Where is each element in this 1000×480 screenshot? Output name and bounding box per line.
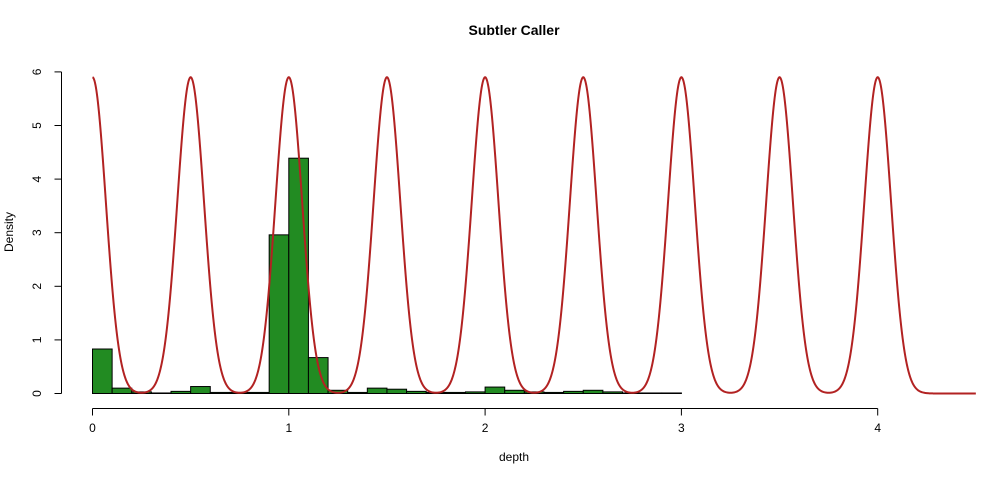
histogram-bar <box>92 348 113 394</box>
histogram-bar <box>661 392 682 394</box>
histogram-bars <box>92 157 682 395</box>
y-tick-label: 6 <box>30 68 44 75</box>
y-tick-label: 4 <box>30 175 44 182</box>
y-tick-label: 0 <box>30 390 44 397</box>
y-axis-label: Density <box>2 212 16 252</box>
histogram-bar <box>209 391 231 395</box>
histogram-bar <box>484 386 506 394</box>
chart-title: Subtler Caller <box>468 22 560 38</box>
histogram-bar <box>504 389 525 394</box>
y-axis: 0 1 2 3 4 5 6 <box>30 68 62 397</box>
histogram-bar <box>111 387 133 395</box>
histogram-bar <box>150 392 172 394</box>
x-tick-label: 0 <box>89 421 96 435</box>
x-tick-label: 4 <box>874 421 881 435</box>
histogram-bar <box>347 391 368 395</box>
histogram-bar <box>190 386 211 395</box>
histogram-bar <box>249 391 270 395</box>
histogram-bar <box>543 391 565 395</box>
histogram-bar <box>641 392 663 394</box>
histogram-bar <box>307 357 329 395</box>
y-tick-label: 1 <box>30 336 44 343</box>
histogram-bar <box>288 157 309 394</box>
histogram-bar <box>464 391 486 394</box>
x-tick-label: 3 <box>678 421 685 435</box>
y-tick-label: 5 <box>30 122 44 129</box>
x-tick-label: 1 <box>285 421 292 435</box>
histogram-bar <box>445 391 466 395</box>
histogram-bar <box>406 390 427 394</box>
x-axis: 0 1 2 3 4 <box>89 408 881 435</box>
histogram-bar <box>170 390 192 394</box>
histogram-bar <box>386 388 408 395</box>
y-tick-label: 2 <box>30 283 44 290</box>
y-tick-label: 3 <box>30 229 44 236</box>
histogram-bar <box>563 390 584 394</box>
density-line <box>92 76 976 395</box>
x-tick-label: 2 <box>482 421 489 435</box>
density-curve <box>92 76 976 395</box>
histogram-bar <box>582 389 604 394</box>
histogram-bar <box>366 387 388 395</box>
x-axis-label: depth <box>499 450 529 464</box>
histogram-bar <box>602 391 624 394</box>
